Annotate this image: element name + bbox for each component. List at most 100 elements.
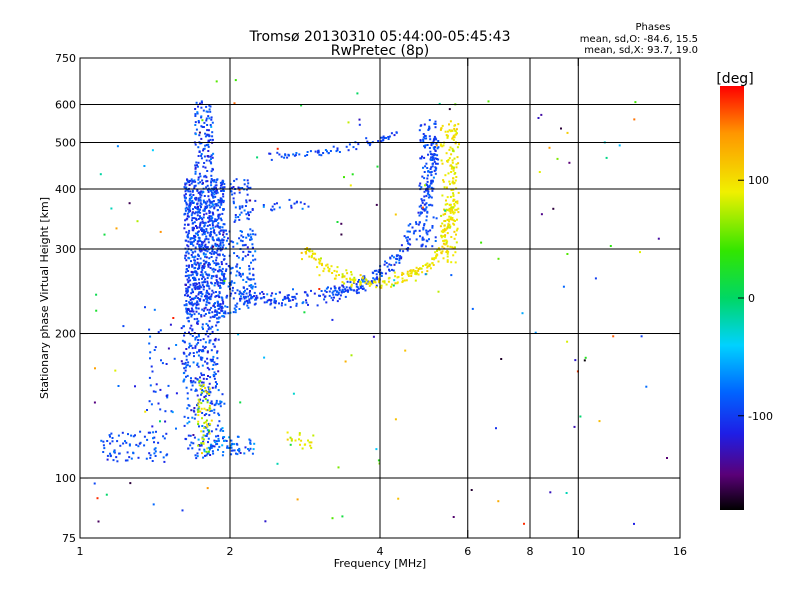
data-point [102,451,105,453]
data-point [442,229,445,232]
data-point [185,364,188,367]
data-point [210,281,213,284]
data-point [452,177,455,180]
data-point [206,392,209,395]
data-point [420,204,422,207]
data-point [537,117,540,119]
data-point [380,140,383,143]
data-point [423,123,426,126]
x-axis-label: Frequency [MHz] [334,557,426,570]
data-point [212,452,215,455]
data-point [390,264,393,267]
data-point [283,295,286,298]
data-point [185,307,188,310]
data-point [192,282,195,285]
data-point [198,278,200,281]
data-point [324,289,327,292]
data-point [221,183,223,186]
data-point [202,191,205,193]
data-point [388,269,391,272]
data-point [242,286,245,289]
data-point [215,385,217,388]
data-point [249,442,252,445]
data-point [214,309,217,312]
data-point [208,134,211,137]
data-point [381,139,384,142]
data-point [221,282,224,285]
data-point [208,159,211,162]
data-point [249,290,251,292]
data-point [196,317,199,320]
data-point [163,437,166,440]
data-point [201,284,204,287]
data-point [421,175,424,178]
data-point [249,278,252,281]
data-point [221,267,224,270]
data-point [220,296,223,299]
data-point [222,239,225,242]
data-point [427,129,430,131]
data-point [384,272,387,275]
data-point [200,315,203,318]
data-point [132,451,135,454]
data-point [189,179,191,182]
data-point [191,384,194,387]
data-point [200,157,203,160]
data-point [189,352,192,355]
data-point [202,383,205,386]
data-point [540,213,543,216]
data-point [239,273,242,275]
data-point [363,280,366,283]
data-point [226,445,229,448]
data-point [191,273,194,276]
data-point [270,302,273,305]
data-point [106,458,109,461]
data-point [217,284,220,287]
data-point [540,113,543,116]
data-point [452,247,455,250]
data-point [200,430,203,433]
data-point [186,374,189,377]
data-point [209,138,212,141]
data-point [184,219,187,222]
data-point [450,236,453,238]
data-point [435,138,438,141]
data-point [441,194,444,197]
data-point [190,182,193,185]
data-point [208,341,211,344]
data-point [318,294,320,297]
data-point [191,189,194,192]
data-point [203,121,206,124]
data-point [207,328,210,331]
data-point [211,289,214,292]
data-point [184,190,187,193]
data-point [446,134,449,137]
data-point [215,291,217,293]
data-point [449,183,451,186]
data-point [200,384,202,387]
data-point [375,269,378,272]
data-point [221,199,223,202]
data-point [241,292,243,295]
data-point [154,346,157,349]
data-point [404,349,407,352]
data-point [336,147,339,150]
data-point [186,308,189,311]
data-point [195,336,198,339]
data-point [382,135,385,138]
data-point [216,350,219,353]
data-point [187,208,190,211]
data-point [252,448,255,451]
data-point [217,370,220,373]
data-point [397,275,400,278]
data-point [254,233,257,236]
data-point [197,178,200,181]
data-point [302,301,305,304]
data-point [220,272,223,275]
data-point [428,238,430,241]
data-point [205,237,208,240]
data-point [568,161,571,164]
data-point [320,290,323,292]
data-point [198,384,201,387]
data-point [189,199,192,202]
